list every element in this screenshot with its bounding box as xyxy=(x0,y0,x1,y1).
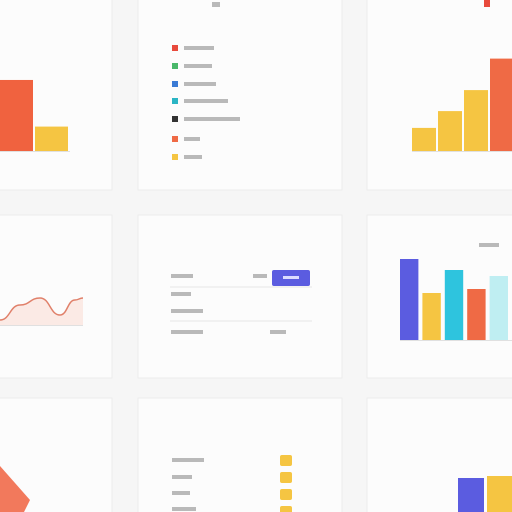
area xyxy=(0,298,83,325)
text-placeholder xyxy=(184,155,202,159)
icon xyxy=(484,0,490,7)
text-placeholder xyxy=(171,274,193,278)
icon xyxy=(280,472,292,483)
bar xyxy=(487,476,512,512)
icon xyxy=(172,63,178,69)
bottom-list xyxy=(172,455,292,512)
bar xyxy=(35,126,68,151)
text-placeholder xyxy=(479,243,499,247)
bar xyxy=(489,276,508,340)
text-placeholder xyxy=(171,330,203,334)
bar xyxy=(444,270,464,340)
bar xyxy=(400,259,419,340)
card xyxy=(137,0,343,191)
text-placeholder xyxy=(184,82,216,86)
text-placeholder xyxy=(212,2,220,7)
text-placeholder xyxy=(172,507,196,511)
icon xyxy=(172,154,178,160)
list xyxy=(172,2,240,160)
icon xyxy=(280,506,292,512)
bar xyxy=(422,293,441,340)
bar xyxy=(412,127,436,151)
text-placeholder xyxy=(283,276,299,279)
text-placeholder xyxy=(172,475,192,479)
text-placeholder xyxy=(184,137,200,141)
card xyxy=(137,214,343,379)
text-placeholder xyxy=(184,117,240,121)
text-placeholder xyxy=(172,491,190,495)
text-placeholder xyxy=(184,64,212,68)
bar xyxy=(467,289,486,340)
text-placeholder xyxy=(171,309,203,313)
text-placeholder xyxy=(270,330,286,334)
bar xyxy=(438,111,462,151)
bar xyxy=(490,58,512,151)
text-placeholder xyxy=(184,46,214,50)
icon xyxy=(172,45,178,51)
icon xyxy=(172,116,178,122)
bar xyxy=(464,90,488,151)
decoration xyxy=(0,466,30,512)
icon xyxy=(172,136,178,142)
icon xyxy=(172,81,178,87)
card xyxy=(137,397,343,512)
icon xyxy=(280,489,292,500)
form xyxy=(170,243,499,334)
text-placeholder xyxy=(253,274,267,278)
text-placeholder xyxy=(171,292,191,296)
bar xyxy=(458,478,484,512)
icon xyxy=(172,98,178,104)
bar xyxy=(0,79,33,151)
icon xyxy=(280,455,292,466)
line xyxy=(0,297,84,321)
text-placeholder xyxy=(184,99,228,103)
card xyxy=(0,214,113,379)
text-placeholder xyxy=(172,458,204,462)
